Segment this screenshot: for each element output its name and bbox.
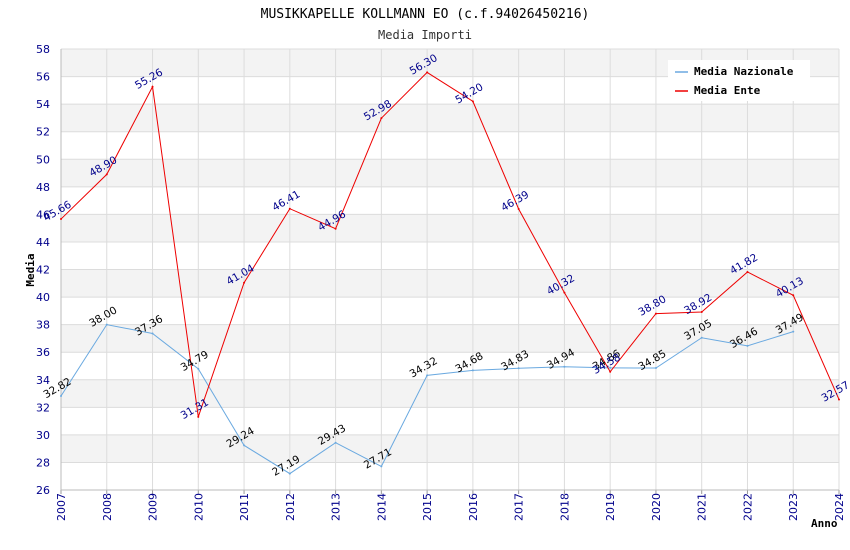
y-tick-label: 40 xyxy=(36,291,50,304)
data-point xyxy=(517,367,520,370)
data-point xyxy=(563,365,566,368)
data-point xyxy=(197,367,200,370)
data-point xyxy=(654,312,657,315)
y-tick-label: 52 xyxy=(36,126,50,139)
y-tick-label: 34 xyxy=(36,374,50,387)
x-tick-label: 2016 xyxy=(467,493,480,521)
y-tick-label: 54 xyxy=(36,98,50,111)
data-point xyxy=(609,370,612,373)
plot-band xyxy=(61,462,839,490)
series-lines xyxy=(60,71,840,475)
x-tick-label: 2013 xyxy=(330,493,343,521)
plot-band xyxy=(61,131,839,160)
data-point xyxy=(471,100,474,103)
x-tick-label: 2023 xyxy=(787,493,800,521)
x-tick-label: 2022 xyxy=(741,493,754,521)
grid-lines xyxy=(60,48,840,494)
x-tick-label: 2014 xyxy=(375,493,388,521)
x-tick-label: 2007 xyxy=(55,493,68,521)
x-tick-label: 2021 xyxy=(696,493,709,521)
y-tick-label: 28 xyxy=(36,456,50,469)
plot-band xyxy=(61,104,839,132)
data-point xyxy=(471,369,474,372)
x-tick-label: 2009 xyxy=(147,493,160,521)
x-tick-label: 2019 xyxy=(604,493,617,521)
plot-band xyxy=(61,241,839,270)
data-point xyxy=(334,441,337,444)
plot-band xyxy=(61,324,839,353)
plot-band xyxy=(61,186,839,215)
data-point xyxy=(243,281,246,284)
data-point xyxy=(380,465,383,468)
y-tick-label: 50 xyxy=(36,153,50,166)
data-point xyxy=(60,218,62,221)
data-point xyxy=(792,330,795,333)
data-point xyxy=(426,71,429,74)
y-tick-label: 26 xyxy=(36,484,50,497)
y-tick-label: 38 xyxy=(36,319,50,332)
plot-band xyxy=(61,297,839,325)
data-point xyxy=(654,367,657,370)
y-tick-label: 46 xyxy=(36,208,50,221)
y-tick-label: 44 xyxy=(36,236,50,249)
plot-band xyxy=(61,379,839,408)
data-point xyxy=(746,270,749,273)
data-point xyxy=(288,207,291,210)
data-point xyxy=(60,395,62,398)
data-point xyxy=(151,332,154,335)
data-point xyxy=(426,374,429,377)
data-point xyxy=(609,366,612,369)
plot-band xyxy=(61,214,839,242)
plot-background-bands xyxy=(61,49,839,490)
x-tick-label: 2008 xyxy=(101,493,114,521)
plot-band xyxy=(61,159,839,187)
chart-title: MUSIKKAPELLE KOLLMANN EO (c.f.9402645021… xyxy=(261,7,590,22)
data-point xyxy=(700,310,703,313)
x-tick-label: 2017 xyxy=(513,493,526,521)
data-point xyxy=(105,323,108,326)
data-point xyxy=(380,117,383,120)
y-tick-label: 36 xyxy=(36,346,50,359)
y-tick-label: 32 xyxy=(36,401,50,414)
y-tick-label: 30 xyxy=(36,429,50,442)
data-point xyxy=(746,344,749,347)
data-point xyxy=(792,294,795,297)
y-axis-label: Media xyxy=(24,253,37,286)
plot-band xyxy=(61,407,839,435)
legend-label-ente: Media Ente xyxy=(694,84,761,97)
y-tick-label: 42 xyxy=(36,264,50,277)
x-axis-ticks: 2007 2008 2009 2010 2011 2012 2013 2014 2015 2016… xyxy=(55,493,846,521)
data-point xyxy=(288,472,291,475)
legend: Media Nazionale Media Ente xyxy=(668,60,810,101)
x-tick-label: 2020 xyxy=(650,493,663,521)
legend-box xyxy=(668,60,810,101)
plot-band xyxy=(61,352,839,380)
x-axis-label: Anno xyxy=(811,517,838,530)
data-point xyxy=(838,398,840,401)
data-point xyxy=(563,291,566,294)
data-point xyxy=(517,208,520,211)
legend-label-nazionale: Media Nazionale xyxy=(694,65,794,78)
x-tick-label: 2015 xyxy=(421,493,434,521)
data-point xyxy=(105,173,108,176)
data-point xyxy=(700,336,703,339)
series-line-ente xyxy=(60,71,840,417)
x-tick-label: 2024 xyxy=(833,493,846,521)
y-tick-label: 48 xyxy=(36,181,50,194)
plot-band xyxy=(61,269,839,298)
chart-subtitle: Media Importi xyxy=(378,28,472,42)
y-axis-ticks: 26 28 30 32 34 36 38 40 42 44 46 48 50 52 54 56 58 xyxy=(36,43,50,497)
x-tick-label: 2010 xyxy=(192,493,205,521)
y-tick-label: 58 xyxy=(36,43,50,56)
x-tick-label: 2011 xyxy=(238,493,251,521)
x-tick-label: 2012 xyxy=(284,493,297,521)
plot-band xyxy=(61,434,839,463)
data-point xyxy=(151,85,154,88)
data-point xyxy=(334,227,337,230)
y-tick-label: 56 xyxy=(36,71,50,84)
data-point xyxy=(243,444,246,447)
data-point xyxy=(197,415,200,418)
x-tick-label: 2018 xyxy=(558,493,571,521)
